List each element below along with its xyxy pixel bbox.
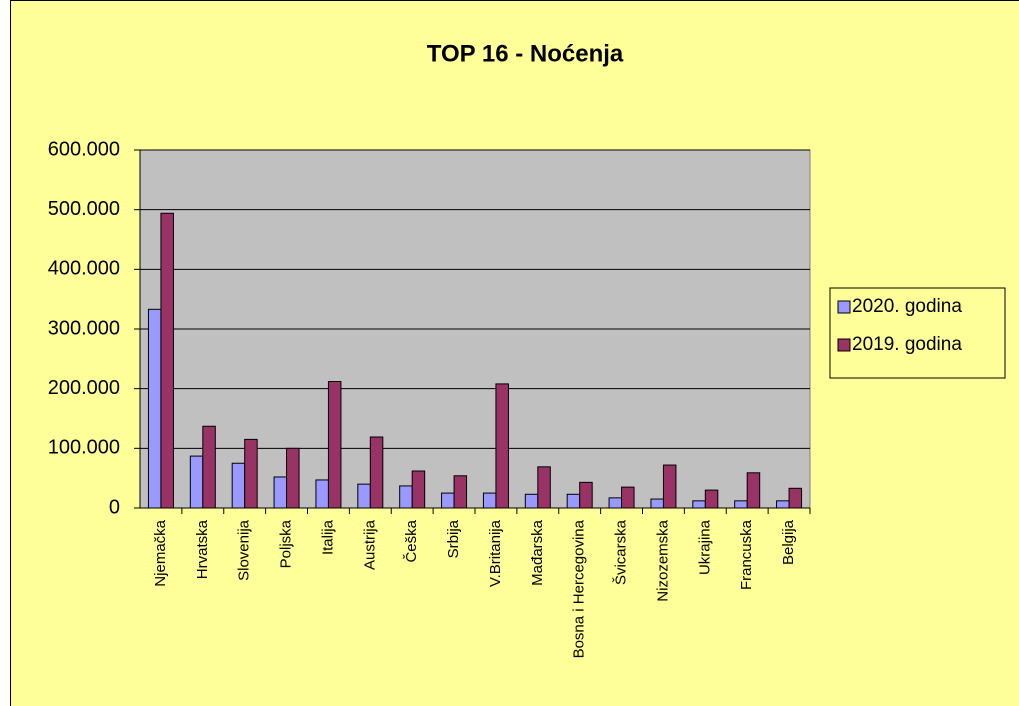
bar xyxy=(160,212,174,509)
y-tick-label: 300.000 xyxy=(48,317,120,339)
bar xyxy=(621,486,635,509)
bar xyxy=(524,493,539,509)
x-tick-label: Švicarska xyxy=(613,519,630,585)
x-tick-label: Ukrajina xyxy=(696,519,713,575)
bar xyxy=(315,479,329,509)
x-tick-label: Austrija xyxy=(361,519,378,570)
bar xyxy=(734,500,748,509)
bar xyxy=(411,470,426,509)
legend-swatch xyxy=(837,300,851,314)
legend-swatch xyxy=(837,338,851,352)
bar xyxy=(357,483,371,509)
bar xyxy=(566,493,581,509)
bar xyxy=(399,485,413,509)
y-tick-label: 400.000 xyxy=(48,258,120,280)
bar xyxy=(327,381,342,509)
x-tick-label: Belgija xyxy=(780,519,797,565)
bar xyxy=(776,500,790,509)
x-tick-label: Njemačka xyxy=(152,519,169,586)
bar xyxy=(286,447,300,509)
bar xyxy=(231,462,246,509)
x-tick-label: Italija xyxy=(319,519,336,555)
x-tick-label: Poljska xyxy=(278,519,295,568)
x-tick-label: Hrvatska xyxy=(194,519,211,579)
x-tick-label: Češka xyxy=(403,519,420,562)
bar xyxy=(746,472,761,509)
legend xyxy=(829,287,1006,379)
bar xyxy=(273,476,288,509)
bar xyxy=(704,489,719,509)
y-tick-label: 600.000 xyxy=(48,138,120,160)
y-tick-label: 200.000 xyxy=(48,377,120,399)
legend-label: 2020. godina xyxy=(852,296,962,317)
y-tick-label: 100.000 xyxy=(48,437,120,459)
bar xyxy=(495,383,509,509)
legend-label: 2019. godina xyxy=(852,334,962,355)
bar xyxy=(608,497,623,509)
bar xyxy=(189,455,204,509)
bar xyxy=(369,436,384,509)
x-tick-label: Srbija xyxy=(445,519,462,558)
y-tick-label: 500.000 xyxy=(48,198,120,220)
x-tick-label: Nizozemska xyxy=(654,519,671,601)
bar xyxy=(147,308,162,509)
x-tick-label: V.Britanija xyxy=(487,519,504,587)
chart-title: TOP 16 - Noćenja xyxy=(427,40,624,67)
bar xyxy=(579,481,593,509)
bar xyxy=(650,498,664,509)
x-tick-label: Mađarska xyxy=(529,519,546,586)
x-tick-label: Slovenija xyxy=(236,519,253,581)
bar xyxy=(692,500,706,509)
bar xyxy=(453,475,468,509)
bar xyxy=(788,487,803,509)
bar xyxy=(441,492,455,509)
bar xyxy=(662,464,677,509)
y-tick-label: 0 xyxy=(109,496,120,518)
bar xyxy=(202,425,216,509)
bar xyxy=(244,438,258,509)
x-tick-label: Bosna i Hercegovina xyxy=(571,519,588,658)
bar xyxy=(482,492,497,509)
x-tick-label: Francuska xyxy=(738,519,755,590)
bar xyxy=(537,466,551,509)
